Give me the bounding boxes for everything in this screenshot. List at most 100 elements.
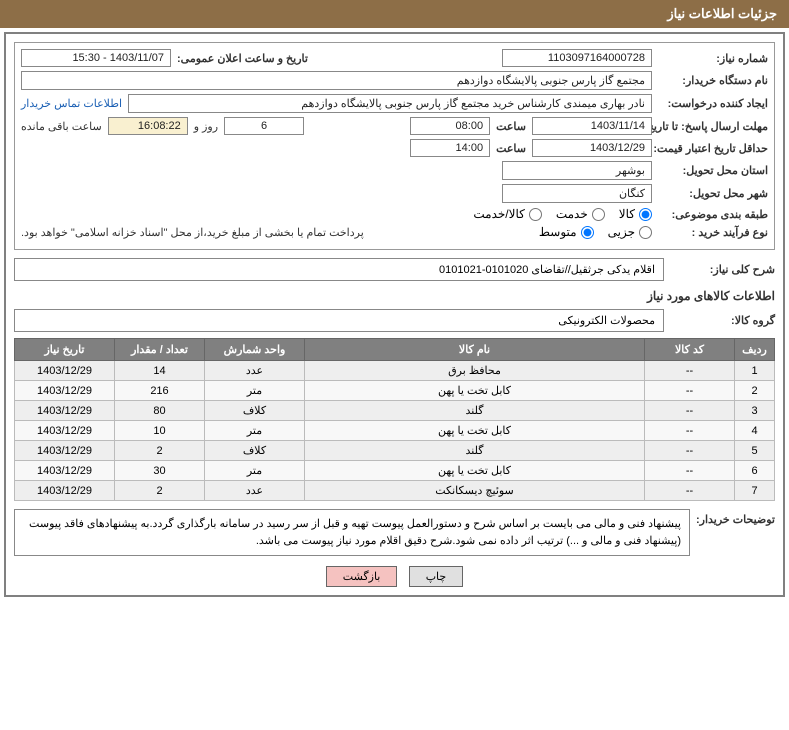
validity-label: حداقل تاریخ اعتبار قیمت: تا تاریخ: (658, 142, 768, 155)
creator-label: ایجاد کننده درخواست: (658, 97, 768, 110)
cell-unit: متر (205, 381, 305, 401)
proc-type-label: نوع فرآیند خرید : (658, 226, 768, 239)
cell-row: 5 (735, 441, 775, 461)
cat-goods[interactable]: کالا (619, 207, 652, 221)
cell-qty: 216 (115, 381, 205, 401)
overall-need-field: اقلام یدکی جرثقیل//تقاضای 0101020-010102… (14, 258, 664, 281)
cell-code: -- (645, 441, 735, 461)
th-name: نام کالا (305, 339, 645, 361)
cell-qty: 80 (115, 401, 205, 421)
th-date: تاریخ نیاز (15, 339, 115, 361)
creator-field: نادر بهاری میمندی کارشناس خرید مجتمع گاز… (128, 94, 652, 113)
cell-date: 1403/12/29 (15, 441, 115, 461)
notes-label: توضیحات خریدار: (696, 509, 775, 526)
th-qty: تعداد / مقدار (115, 339, 205, 361)
buyer-field: مجتمع گاز پارس جنوبی پالایشگاه دوازدهم (21, 71, 652, 90)
cell-date: 1403/12/29 (15, 381, 115, 401)
category-label: طبقه بندی موضوعی: (658, 208, 768, 221)
table-row: 6--کابل تخت یا پهنمتر301403/12/29 (15, 461, 775, 481)
table-row: 5--گلندکلاف21403/12/29 (15, 441, 775, 461)
cat-goods-radio[interactable] (639, 208, 652, 221)
print-button[interactable]: چاپ (409, 566, 464, 587)
cell-row: 7 (735, 481, 775, 501)
proc-medium-radio[interactable] (581, 226, 594, 239)
cell-row: 3 (735, 401, 775, 421)
cell-qty: 2 (115, 441, 205, 461)
cell-date: 1403/12/29 (15, 401, 115, 421)
table-row: 1--محافظ برقعدد141403/12/29 (15, 361, 775, 381)
cell-code: -- (645, 461, 735, 481)
table-row: 2--کابل تخت یا پهنمتر2161403/12/29 (15, 381, 775, 401)
cell-qty: 14 (115, 361, 205, 381)
cell-qty: 30 (115, 461, 205, 481)
announce-field: 1403/11/07 - 15:30 (21, 49, 171, 67)
req-no-label: شماره نیاز: (658, 52, 768, 65)
cell-date: 1403/12/29 (15, 461, 115, 481)
main-frame: شماره نیاز: 1103097164000728 تاریخ و ساع… (4, 32, 785, 597)
cell-unit: عدد (205, 481, 305, 501)
th-code: کد کالا (645, 339, 735, 361)
category-radio-group: کالا خدمت کالا/خدمت (473, 207, 652, 221)
proc-minor[interactable]: جزیی (608, 225, 652, 239)
page-header: جزئیات اطلاعات نیاز (0, 0, 789, 28)
cell-code: -- (645, 421, 735, 441)
cell-unit: متر (205, 421, 305, 441)
cell-date: 1403/12/29 (15, 361, 115, 381)
cat-both[interactable]: کالا/خدمت (473, 207, 541, 221)
back-button[interactable]: بازگشت (326, 566, 398, 587)
cell-unit: کلاف (205, 401, 305, 421)
cell-name: گلند (305, 401, 645, 421)
cell-name: محافظ برق (305, 361, 645, 381)
cell-row: 2 (735, 381, 775, 401)
cell-date: 1403/12/29 (15, 481, 115, 501)
validity-time-field: 14:00 (410, 139, 490, 157)
cell-row: 1 (735, 361, 775, 381)
button-row: چاپ بازگشت (14, 566, 775, 587)
table-row: 7--سوئیچ دیسکانکتعدد21403/12/29 (15, 481, 775, 501)
city-field: کنگان (502, 184, 652, 203)
announce-label: تاریخ و ساعت اعلان عمومی: (177, 52, 308, 65)
cell-name: کابل تخت یا پهن (305, 461, 645, 481)
table-row: 4--کابل تخت یا پهنمتر101403/12/29 (15, 421, 775, 441)
cell-code: -- (645, 381, 735, 401)
table-row: 3--گلندکلاف801403/12/29 (15, 401, 775, 421)
validity-date-field: 1403/12/29 (532, 139, 652, 157)
city-label: شهر محل تحویل: (658, 187, 768, 200)
cat-service[interactable]: خدمت (556, 207, 605, 221)
cat-service-radio[interactable] (592, 208, 605, 221)
proc-minor-radio[interactable] (639, 226, 652, 239)
province-field: بوشهر (502, 161, 652, 180)
cell-name: سوئیچ دیسکانکت (305, 481, 645, 501)
overall-need-label: شرح کلی نیاز: (670, 263, 775, 276)
cell-date: 1403/12/29 (15, 421, 115, 441)
page-title: جزئیات اطلاعات نیاز (667, 6, 777, 21)
th-row: ردیف (735, 339, 775, 361)
deadline-time-field: 08:00 (410, 117, 490, 135)
deadline-label: مهلت ارسال پاسخ: تا تاریخ: (658, 120, 768, 133)
cell-row: 4 (735, 421, 775, 441)
cell-code: -- (645, 361, 735, 381)
cell-name: کابل تخت یا پهن (305, 381, 645, 401)
time-label-2: ساعت (496, 142, 526, 155)
group-label: گروه کالا: (670, 314, 775, 327)
days-remain-field: 6 (224, 117, 304, 135)
days-and-text: روز و (194, 120, 218, 133)
table-header-row: ردیف کد کالا نام کالا واحد شمارش تعداد /… (15, 339, 775, 361)
req-no-field: 1103097164000728 (502, 49, 652, 67)
proc-type-radio-group: جزیی متوسط (539, 225, 652, 239)
cell-code: -- (645, 401, 735, 421)
cell-unit: کلاف (205, 441, 305, 461)
province-label: استان محل تحویل: (658, 164, 768, 177)
cell-name: گلند (305, 441, 645, 461)
items-table: ردیف کد کالا نام کالا واحد شمارش تعداد /… (14, 338, 775, 501)
cell-qty: 2 (115, 481, 205, 501)
buyer-label: نام دستگاه خریدار: (658, 74, 768, 87)
buyer-contact-link[interactable]: اطلاعات تماس خریدار (21, 97, 122, 110)
items-section-title: اطلاعات کالاهای مورد نیاز (14, 289, 775, 303)
cell-name: کابل تخت یا پهن (305, 421, 645, 441)
group-field: محصولات الکترونیکی (14, 309, 664, 332)
proc-medium[interactable]: متوسط (539, 225, 594, 239)
cell-unit: متر (205, 461, 305, 481)
cat-both-radio[interactable] (529, 208, 542, 221)
hours-remain-field: 16:08:22 (108, 117, 188, 135)
